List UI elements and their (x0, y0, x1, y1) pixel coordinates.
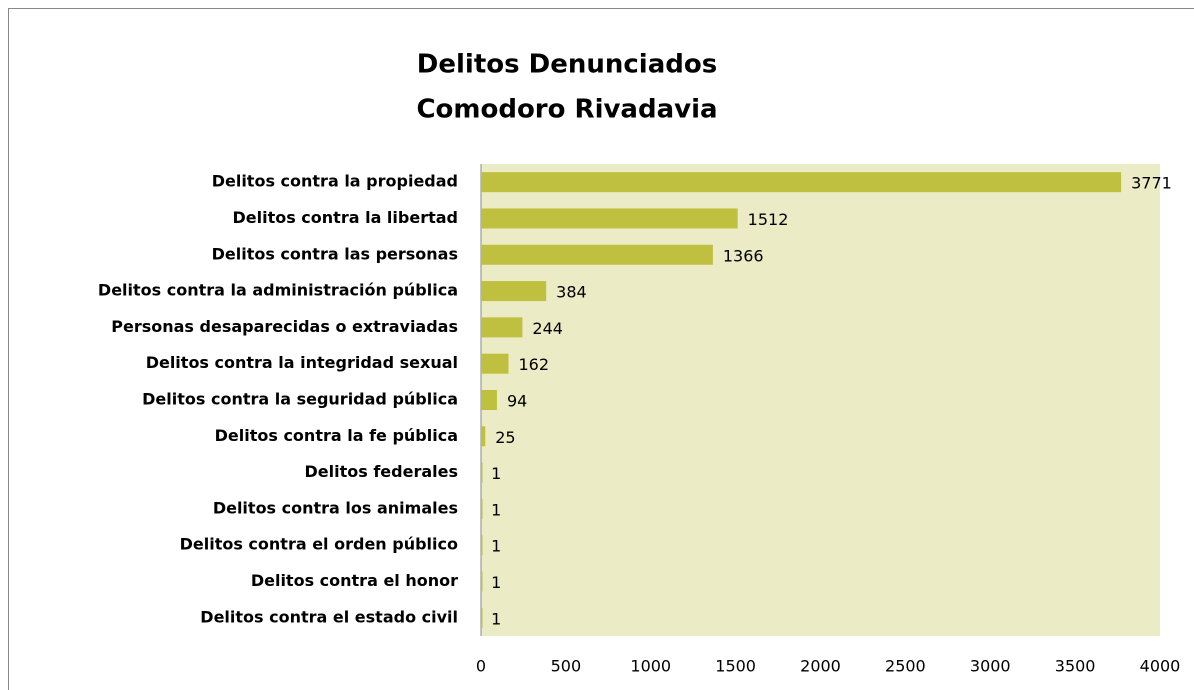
x-tick-label: 4000 (1140, 657, 1181, 676)
data-label: 162 (518, 355, 549, 374)
data-label: 25 (495, 428, 515, 447)
x-tick-label: 1500 (715, 657, 756, 676)
y-tick-label: Delitos contra la libertad (232, 208, 458, 227)
bar (481, 426, 486, 447)
bar (481, 390, 497, 410)
chart-title: Comodoro Rivadavia (416, 95, 717, 125)
data-label: 244 (532, 319, 563, 338)
data-label: 1 (491, 609, 501, 628)
x-tick-label: 2000 (800, 657, 841, 676)
bar (481, 281, 547, 302)
data-label: 1 (491, 537, 501, 556)
y-tick-label: Delitos contra la propiedad (212, 172, 458, 191)
x-tick-label: 3500 (1055, 657, 1096, 676)
y-tick-label: Delitos contra el honor (251, 571, 458, 590)
y-tick-label: Delitos contra las personas (212, 244, 458, 263)
y-tick-label: Delitos contra la administración pública (98, 281, 458, 300)
x-tick-label: 500 (551, 657, 582, 676)
bar (481, 607, 483, 628)
data-label: 1 (491, 573, 501, 592)
data-label: 1512 (748, 210, 789, 229)
y-tick-label: Delitos contra la seguridad pública (142, 390, 458, 409)
bar (481, 462, 483, 483)
chart-title: Delitos Denunciados (417, 50, 717, 80)
bar (481, 208, 738, 229)
x-tick-label: 0 (476, 657, 486, 676)
data-label: 1 (491, 464, 501, 483)
data-label: 1366 (723, 246, 764, 265)
y-tick-label: Delitos federales (305, 462, 459, 481)
x-tick-label: 1000 (630, 657, 671, 676)
bar (481, 571, 483, 592)
bar (481, 353, 509, 374)
bar (481, 535, 483, 556)
data-label: 1 (491, 500, 501, 519)
x-tick-label: 2500 (885, 657, 926, 676)
bar (481, 172, 1122, 193)
bar (481, 244, 713, 265)
data-label: 94 (507, 392, 527, 411)
data-label: 3771 (1131, 174, 1172, 193)
bar (481, 317, 523, 338)
y-tick-label: Delitos contra el orden público (180, 535, 458, 554)
y-tick-label: Delitos contra la integridad sexual (146, 353, 458, 372)
data-label: 384 (556, 283, 587, 302)
y-tick-label: Delitos contra el estado civil (200, 607, 458, 626)
x-tick-label: 3000 (970, 657, 1011, 676)
plot-area (481, 164, 1160, 636)
bar (481, 498, 483, 519)
y-tick-label: Delitos contra los animales (213, 498, 458, 517)
y-tick-label: Delitos contra la fe pública (215, 426, 458, 445)
y-tick-label: Personas desaparecidas o extraviadas (111, 317, 458, 336)
